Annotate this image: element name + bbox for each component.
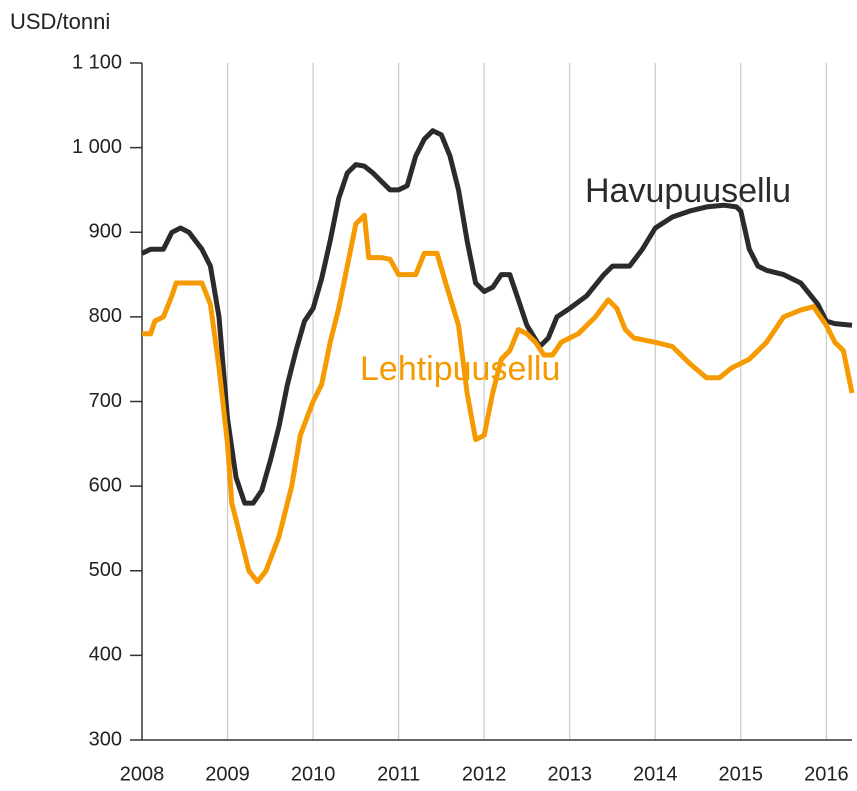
y-tick-label: 400 [89,644,122,666]
y-tick-label: 600 [89,474,122,496]
y-tick-label: 900 [89,221,122,243]
y-tick-label: 1 100 [72,51,122,73]
x-tick-label: 2008 [120,763,165,785]
x-tick-label: 2015 [719,763,764,785]
x-tick-label: 2016 [804,763,849,785]
series-line [142,212,855,585]
y-tick-label: 300 [89,728,122,750]
y-tick-label: 500 [89,559,122,581]
x-tick-label: 2012 [462,763,507,785]
x-tick-label: 2013 [547,763,592,785]
y-axis-label: USD/tonni [10,9,110,34]
y-tick-label: 1 000 [72,136,122,158]
y-tick-label: 800 [89,305,122,327]
x-tick-label: 2014 [633,763,678,785]
series-label: Lehtipuusellu [360,350,560,388]
x-tick-label: 2011 [377,763,420,785]
y-tick-label: 700 [89,390,122,412]
series-line [140,128,853,506]
series-label: Havupuusellu [585,172,791,210]
x-tick-label: 2010 [291,763,336,785]
x-tick-label: 2009 [205,763,250,785]
